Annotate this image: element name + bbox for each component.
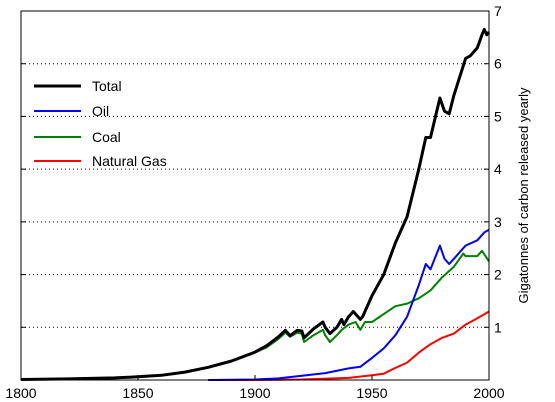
x-tick-label: 1900: [239, 385, 270, 401]
x-tick-label: 1800: [5, 385, 36, 401]
y-tick-label: 6: [494, 56, 502, 72]
y-tick-label: 3: [494, 214, 502, 230]
legend-label: Total: [92, 78, 122, 94]
y-tick-label: 2: [494, 267, 502, 283]
y-tick-label: 1: [494, 319, 502, 335]
y-axis-title: Gigatonnes of carbon released yearly: [516, 87, 531, 304]
y-tick-label: 7: [494, 3, 502, 19]
series-line-oil: [208, 228, 490, 381]
y-tick-label: 5: [494, 108, 502, 124]
x-tick-label: 1950: [356, 385, 387, 401]
legend-label: Coal: [92, 129, 121, 145]
series-line-total: [20, 27, 491, 381]
plot-area: [20, 27, 491, 381]
axes: 1 2 3 4 5 6 7 1800 1850 1900 1950 2000 Gigatonnes of…: [5, 3, 531, 401]
x-tick-label: 1850: [122, 385, 153, 401]
legend: Total Oil Coal Natural Gas: [34, 78, 167, 169]
legend-label: Natural Gas: [92, 153, 167, 169]
y-tick-label: 4: [494, 161, 502, 177]
plot-frame: [20, 10, 490, 381]
series-line-coal: [20, 249, 490, 381]
series-line-natural-gas: [208, 310, 490, 381]
legend-label: Oil: [92, 103, 109, 119]
x-tick-label: 2000: [473, 385, 504, 401]
